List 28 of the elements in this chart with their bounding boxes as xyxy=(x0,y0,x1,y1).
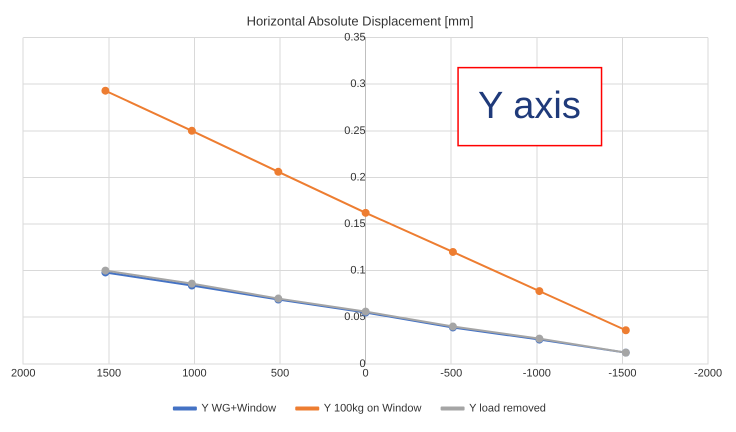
x-tick-label: 1000 xyxy=(182,367,207,380)
x-tick-label: 1500 xyxy=(96,367,122,380)
point xyxy=(274,168,282,176)
x-tick-label: -500 xyxy=(440,367,462,380)
y-tick-label: 0 xyxy=(359,358,366,370)
y-tick-label: 0.05 xyxy=(344,311,366,324)
chart-title: Horizontal Absolute Displacement [mm] xyxy=(246,13,474,28)
point xyxy=(622,326,630,334)
point xyxy=(362,208,370,217)
point xyxy=(101,86,110,95)
legend-label: Y WG+Window xyxy=(201,402,276,415)
x-tick-label: -1000 xyxy=(522,367,551,380)
legend-label: Y 100kg on Window xyxy=(324,402,422,415)
x-tick-label: 500 xyxy=(270,367,290,380)
x-tick-label: -2000 xyxy=(694,367,722,380)
y-tick-label: 0.3 xyxy=(350,78,366,90)
annotation: Y axis xyxy=(478,85,581,128)
point xyxy=(448,248,457,256)
y-tick-label: 0.1 xyxy=(350,264,366,277)
x-tick-label: -1500 xyxy=(608,367,636,380)
y-tick-label: 0.35 xyxy=(344,32,366,44)
y-tick-label: 0.15 xyxy=(344,218,366,230)
x-tick-label: 2000 xyxy=(10,367,36,380)
point xyxy=(188,126,196,135)
y-tick-label: 0.2 xyxy=(350,171,366,184)
point xyxy=(535,287,544,296)
legend-label: Y load removed xyxy=(469,402,546,415)
y-tick-label: 0.25 xyxy=(344,124,366,137)
